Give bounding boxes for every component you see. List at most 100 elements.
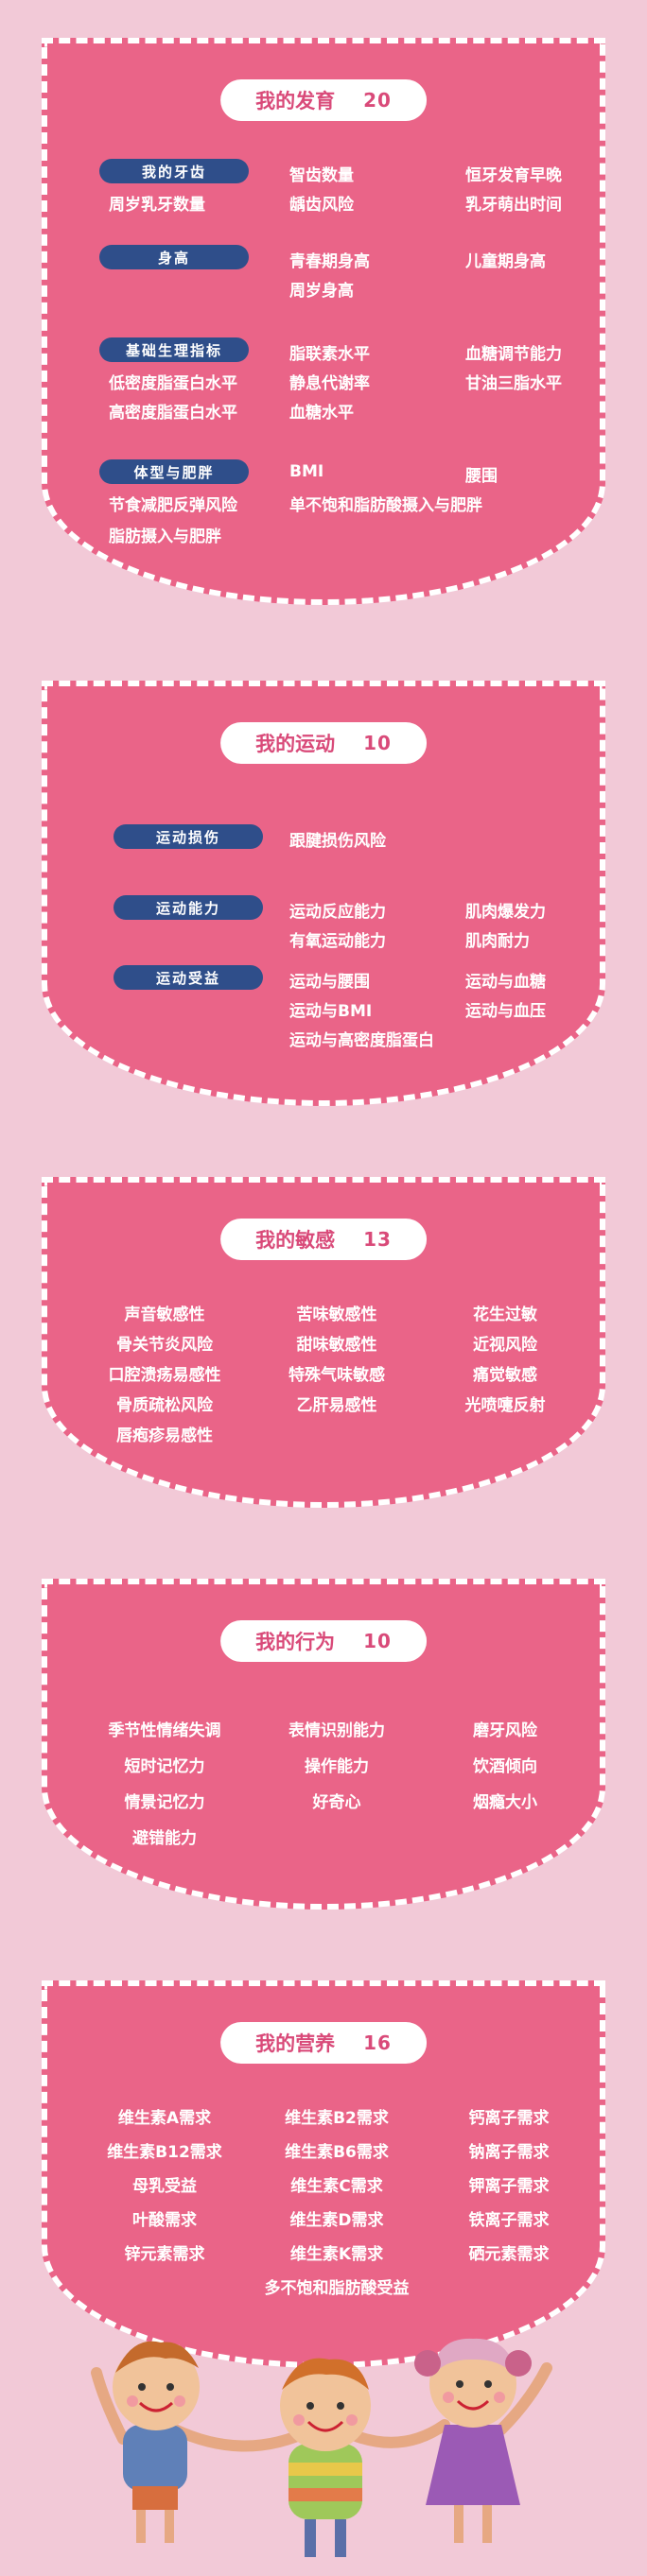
- list-item: 甘油三脂水平: [465, 374, 562, 393]
- list-item: 避错能力: [132, 1829, 197, 1848]
- nutrition-title-badge: 我的营养 16: [220, 2022, 427, 2064]
- list-item: 跟腱损伤风险: [289, 832, 386, 851]
- list-item: 季节性情绪失调: [108, 1721, 221, 1740]
- list-item: 维生素B2需求: [285, 2109, 389, 2128]
- list-item: 肌肉爆发力: [465, 903, 546, 922]
- list-item: 叶酸需求: [132, 2211, 197, 2230]
- list-item: 肌肉耐力: [465, 932, 530, 951]
- list-item: 乙肝易感性: [296, 1396, 377, 1415]
- list-item: 特殊气味敏感: [289, 1366, 385, 1385]
- list-item: 维生素C需求: [290, 2177, 383, 2196]
- list-item: 脂联素水平: [289, 345, 370, 364]
- list-item: 腰围: [465, 467, 498, 486]
- development-card: 我的发育 20 我的牙齿 智齿数量 恒牙发育早晚 周岁乳牙数量 龋齿风险 乳牙萌…: [42, 38, 605, 605]
- group-sport-ability-label[interactable]: 运动能力: [114, 895, 263, 920]
- list-item: 运动与血糖: [465, 973, 546, 992]
- list-item: 短时记忆力: [124, 1757, 205, 1776]
- list-item: 花生过敏: [473, 1305, 537, 1324]
- list-item: 儿童期身高: [465, 252, 546, 271]
- list-item: 声音敏感性: [124, 1305, 205, 1324]
- list-item: BMI: [289, 462, 324, 481]
- list-item: 近视风险: [473, 1336, 537, 1355]
- behavior-title: 我的行为: [255, 1631, 336, 1653]
- group-height-label[interactable]: 身高: [99, 245, 249, 269]
- list-item: 运动与血压: [465, 1002, 546, 1021]
- list-item: 脂肪摄入与肥胖: [109, 527, 221, 546]
- list-item: 维生素K需求: [289, 2245, 384, 2264]
- nutrition-card: 我的营养 16 维生素A需求 维生素B2需求 钙离子需求 维生素B12需求 维生…: [42, 1980, 605, 2368]
- list-item: 低密度脂蛋白水平: [109, 374, 237, 393]
- list-item: 甜味敏感性: [296, 1336, 377, 1355]
- list-item: 维生素A需求: [117, 2109, 212, 2128]
- list-item: 智齿数量: [289, 166, 354, 185]
- nutrition-count: 16: [363, 2031, 392, 2054]
- list-item: 维生素B6需求: [285, 2143, 389, 2162]
- sensitivity-title-badge: 我的敏感 13: [220, 1219, 427, 1260]
- list-item: 运动反应能力: [289, 903, 386, 922]
- behavior-card: 我的行为 10 季节性情绪失调 表情识别能力 磨牙风险 短时记忆力 操作能力 饮…: [42, 1579, 605, 1910]
- list-item: 有氧运动能力: [289, 932, 386, 951]
- list-item: 运动与腰围: [289, 973, 370, 992]
- sport-title-badge: 我的运动 10: [220, 722, 427, 764]
- list-item: 高密度脂蛋白水平: [109, 404, 237, 423]
- development-count: 20: [363, 89, 392, 112]
- list-item: 恒牙发育早晚: [465, 166, 562, 185]
- list-item: 乳牙萌出时间: [465, 196, 562, 215]
- list-item: 维生素D需求: [289, 2211, 384, 2230]
- sensitivity-count: 13: [363, 1228, 392, 1251]
- list-item: 静息代谢率: [289, 374, 370, 393]
- list-item: 单不饱和脂肪酸摄入与肥胖: [289, 496, 482, 515]
- list-item: 母乳受益: [132, 2177, 197, 2196]
- list-item: 情景记忆力: [124, 1793, 205, 1812]
- list-item: 骨关节炎风险: [116, 1336, 213, 1355]
- development-title: 我的发育: [255, 90, 336, 112]
- behavior-count: 10: [363, 1630, 392, 1652]
- list-item: 苦味敏感性: [296, 1305, 377, 1324]
- kid-middle: [280, 2358, 371, 2557]
- sensitivity-card: 我的敏感 13 声音敏感性 苦味敏感性 花生过敏 骨关节炎风险 甜味敏感性 近视…: [42, 1177, 605, 1508]
- list-item: 好奇心: [312, 1793, 361, 1812]
- list-item: 痛觉敏感: [473, 1366, 537, 1385]
- sport-card: 我的运动 10 运动损伤 跟腱损伤风险 运动能力 运动反应能力 肌肉爆发力 有氧…: [42, 681, 605, 1106]
- list-item: 唇疱疹易感性: [116, 1426, 213, 1445]
- list-item: 表情识别能力: [289, 1721, 385, 1740]
- list-item: 钾离子需求: [468, 2177, 550, 2196]
- group-body-shape-label[interactable]: 体型与肥胖: [99, 459, 249, 484]
- list-item: 锌元素需求: [124, 2245, 205, 2264]
- list-item: 运动与BMI: [289, 1002, 373, 1021]
- list-item: 磨牙风险: [473, 1721, 537, 1740]
- list-item: 多不饱和脂肪酸受益: [264, 2279, 410, 2298]
- kids-illustration: [91, 2338, 552, 2557]
- list-item: 血糖水平: [289, 404, 354, 423]
- sensitivity-title: 我的敏感: [255, 1229, 336, 1252]
- group-teeth-label[interactable]: 我的牙齿: [99, 159, 249, 183]
- sport-title: 我的运动: [255, 733, 336, 755]
- list-item: 硒元素需求: [468, 2245, 550, 2264]
- list-item: 饮酒倾向: [473, 1757, 537, 1776]
- list-item: 血糖调节能力: [465, 345, 562, 364]
- kid-right: [414, 2338, 532, 2543]
- behavior-title-badge: 我的行为 10: [220, 1620, 427, 1662]
- list-item: 骨质疏松风险: [116, 1396, 213, 1415]
- group-sport-injury-label[interactable]: 运动损伤: [114, 824, 263, 849]
- list-item: 钠离子需求: [468, 2143, 550, 2162]
- list-item: 龋齿风险: [289, 196, 354, 215]
- list-item: 钙离子需求: [468, 2109, 550, 2128]
- list-item: 节食减肥反弹风险: [109, 496, 237, 515]
- sport-count: 10: [363, 732, 392, 754]
- list-item: 周岁乳牙数量: [109, 196, 205, 215]
- list-item: 光喷嚏反射: [464, 1396, 546, 1415]
- list-item: 周岁身高: [289, 282, 354, 301]
- list-item: 烟瘾大小: [473, 1793, 537, 1812]
- list-item: 运动与高密度脂蛋白: [289, 1031, 434, 1050]
- list-item: 操作能力: [305, 1757, 369, 1776]
- list-item: 口腔溃疡易感性: [108, 1366, 221, 1385]
- kid-left: [113, 2341, 200, 2543]
- group-physiology-label[interactable]: 基础生理指标: [99, 337, 249, 362]
- nutrition-title: 我的营养: [255, 2032, 336, 2055]
- list-item: 维生素B12需求: [107, 2143, 222, 2162]
- group-sport-benefit-label[interactable]: 运动受益: [114, 965, 263, 990]
- list-item: 青春期身高: [289, 252, 370, 271]
- development-title-badge: 我的发育 20: [220, 79, 427, 121]
